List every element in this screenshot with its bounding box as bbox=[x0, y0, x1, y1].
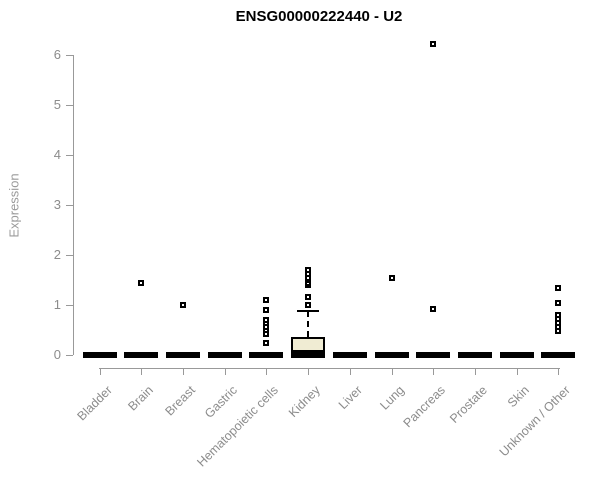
y-tick-label: 2 bbox=[53, 247, 61, 262]
x-axis-tick bbox=[308, 368, 310, 375]
category-label: Gastric bbox=[201, 383, 240, 421]
outlier-point bbox=[430, 306, 437, 312]
outlier-point bbox=[555, 300, 562, 306]
collapsed-box bbox=[124, 352, 159, 358]
collapsed-box bbox=[541, 352, 576, 358]
y-axis-tick bbox=[66, 255, 73, 256]
outlier-point bbox=[555, 328, 562, 334]
collapsed-box bbox=[332, 352, 367, 358]
outlier-point bbox=[305, 302, 312, 308]
x-axis-line bbox=[99, 368, 560, 369]
category-label: Lung bbox=[376, 383, 407, 413]
category-label: Kidney bbox=[286, 383, 323, 420]
category-label: Hematopoietic cells bbox=[194, 383, 282, 470]
upper-whisker bbox=[307, 311, 310, 337]
collapsed-box bbox=[416, 352, 451, 358]
whisker-cap bbox=[297, 310, 320, 312]
box-body bbox=[291, 336, 326, 352]
y-tick-label: 6 bbox=[53, 47, 61, 62]
category-label: Skin bbox=[504, 383, 532, 411]
x-axis-tick bbox=[266, 368, 268, 375]
y-axis-tick bbox=[66, 155, 73, 156]
collapsed-box bbox=[457, 352, 492, 358]
y-tick-label: 0 bbox=[53, 347, 61, 362]
y-axis-label: Expression bbox=[6, 173, 22, 238]
y-axis-tick bbox=[66, 355, 73, 356]
x-axis-tick bbox=[99, 368, 101, 375]
x-axis-tick bbox=[349, 368, 351, 375]
x-axis-tick bbox=[141, 368, 143, 375]
category-label: Pancreas bbox=[400, 383, 449, 431]
x-axis-tick bbox=[474, 368, 476, 375]
y-axis-tick bbox=[66, 105, 73, 106]
outlier-point bbox=[430, 41, 437, 47]
y-tick-label: 4 bbox=[53, 147, 61, 162]
outlier-point bbox=[305, 267, 312, 273]
outlier-point bbox=[138, 279, 145, 286]
category-label: Brain bbox=[125, 383, 157, 414]
outlier-point bbox=[388, 275, 395, 281]
y-axis-line bbox=[73, 55, 74, 355]
outlier-point bbox=[179, 302, 186, 308]
category-label: Breast bbox=[162, 383, 198, 419]
chart-title: ENSG00000222440 - U2 bbox=[235, 8, 403, 25]
outlier-point bbox=[263, 307, 270, 313]
outlier-point bbox=[263, 340, 270, 346]
outlier-point bbox=[263, 331, 270, 337]
x-axis-tick bbox=[182, 368, 184, 375]
collapsed-box bbox=[249, 352, 284, 358]
x-axis-tick bbox=[433, 368, 435, 375]
y-tick-label: 3 bbox=[53, 197, 61, 212]
y-axis-tick bbox=[66, 55, 73, 56]
x-axis-tick bbox=[391, 368, 393, 375]
outlier-point bbox=[305, 294, 312, 300]
y-axis-tick bbox=[66, 305, 73, 306]
collapsed-box bbox=[165, 352, 200, 358]
category-label: Unknown / Other bbox=[497, 383, 574, 460]
box-median bbox=[291, 352, 326, 358]
category-label: Liver bbox=[335, 383, 365, 413]
x-axis-tick bbox=[516, 368, 518, 375]
category-label: Bladder bbox=[74, 383, 115, 424]
collapsed-box bbox=[374, 352, 409, 358]
x-axis-tick bbox=[558, 368, 560, 375]
y-axis-tick bbox=[66, 205, 73, 206]
x-axis-tick bbox=[224, 368, 226, 375]
y-tick-label: 1 bbox=[53, 297, 61, 312]
outlier-point bbox=[555, 285, 562, 291]
collapsed-box bbox=[499, 352, 534, 358]
outlier-point bbox=[263, 297, 270, 303]
collapsed-box bbox=[82, 352, 117, 358]
y-tick-label: 5 bbox=[53, 97, 61, 112]
collapsed-box bbox=[207, 352, 242, 358]
category-label: Prostate bbox=[447, 383, 490, 426]
